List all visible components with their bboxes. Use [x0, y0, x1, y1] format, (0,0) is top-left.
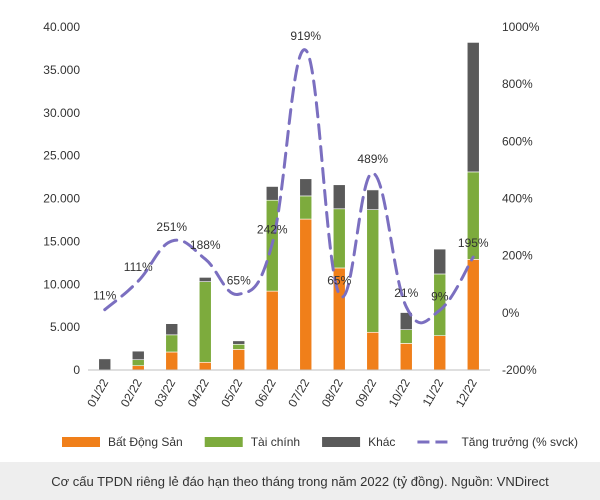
growth-data-label: 919%: [290, 29, 321, 43]
y-right-tick-label: 200%: [502, 249, 533, 263]
y-left-tick-label: 35.000: [43, 63, 80, 77]
legend-label: Khác: [368, 435, 395, 449]
y-right-tick-label: -200%: [502, 363, 537, 377]
y-right-tick-label: 1000%: [502, 20, 540, 34]
bar-segment: [198, 277, 212, 282]
bar-segment: [165, 334, 179, 353]
growth-data-label: 21%: [394, 286, 418, 300]
y-right-tick-label: 800%: [502, 77, 533, 91]
y-left-tick-label: 25.000: [43, 149, 80, 163]
growth-data-label: 242%: [257, 223, 288, 237]
bar-segment: [165, 351, 179, 371]
x-tick-label: 06/22: [252, 376, 279, 409]
bar-segment: [98, 358, 112, 371]
bar-segment: [433, 248, 447, 275]
bar-segment: [299, 195, 313, 220]
x-tick-label: 09/22: [352, 376, 379, 409]
bar-segment: [366, 209, 380, 333]
legend-label: Tài chính: [251, 435, 300, 449]
y-right-tick-label: 600%: [502, 134, 533, 148]
x-tick-label: 04/22: [185, 376, 212, 409]
bar-segment: [265, 290, 279, 371]
x-tick-label: 07/22: [285, 376, 312, 409]
y-right-tick-label: 0%: [502, 306, 520, 320]
y-left-tick-label: 0: [73, 363, 80, 377]
y-right-tick-label: 400%: [502, 192, 533, 206]
x-tick-label: 12/22: [453, 376, 480, 409]
y-left-tick-label: 40.000: [43, 20, 80, 34]
y-left-tick-label: 20.000: [43, 192, 80, 206]
x-tick-label: 05/22: [218, 376, 245, 409]
stacked-bar-chart: 0 5.000 10.000 15.000 20.000 25.000 30.000 35.0…: [43, 20, 578, 449]
bar-segment: [366, 331, 380, 371]
legend-swatch: [322, 437, 361, 447]
bar-segment: [332, 184, 346, 210]
growth-data-label: 65%: [327, 273, 351, 287]
y-left-tick-label: 5.000: [50, 320, 80, 334]
bar-segment: [131, 359, 145, 367]
x-tick-label: 08/22: [319, 376, 346, 409]
bar-segment: [131, 365, 145, 371]
bar-segment: [198, 361, 212, 371]
bar-segment: [466, 42, 480, 173]
bar-segment: [265, 186, 279, 201]
x-tick-label: 11/22: [420, 376, 447, 409]
growth-data-label: 489%: [357, 152, 388, 166]
chart-caption: Cơ cấu TPDN riêng lẻ đáo hạn theo tháng …: [51, 473, 549, 489]
bar-segment: [332, 208, 346, 269]
y-left-tick-label: 10.000: [43, 277, 80, 291]
legend-swatch: [62, 437, 100, 447]
growth-data-label: 195%: [458, 236, 489, 250]
x-tick-label: 01/22: [84, 376, 111, 409]
growth-data-label: 251%: [156, 220, 187, 234]
y-left-tick-label: 15.000: [43, 234, 80, 248]
x-tick-label: 10/22: [386, 376, 413, 409]
bar-segment: [299, 178, 313, 197]
growth-data-label: 188%: [190, 238, 221, 252]
bar-segment: [399, 312, 413, 330]
bar-segment: [399, 343, 413, 371]
bar-segment: [433, 335, 447, 371]
bar-segment: [466, 259, 480, 371]
growth-data-label: 65%: [227, 273, 251, 287]
legend-label: Bất Động Sản: [108, 435, 183, 449]
bar-segment: [131, 350, 145, 361]
bar-segment: [232, 340, 246, 345]
bar-segment: [366, 189, 380, 210]
bar-segment: [399, 329, 413, 344]
x-tick-label: 02/22: [118, 376, 145, 409]
caption-bar: Cơ cấu TPDN riêng lẻ đáo hạn theo tháng …: [0, 462, 600, 500]
x-tick-label: 03/22: [151, 376, 178, 409]
bar-segment: [232, 343, 246, 350]
bar-segment: [299, 218, 313, 371]
y-left-tick-label: 30.000: [43, 106, 80, 120]
legend-label: Tăng trưởng (% svck): [461, 435, 578, 449]
legend-swatch: [204, 437, 243, 447]
growth-data-label: 9%: [431, 289, 449, 303]
bar-segment: [198, 281, 212, 363]
chart-area: 0 5.000 10.000 15.000 20.000 25.000 30.000 35.0…: [43, 20, 578, 449]
growth-data-label: 111%: [124, 260, 153, 274]
bar-segment: [232, 349, 246, 371]
growth-line: [103, 48, 475, 325]
growth-data-label: 11%: [93, 289, 116, 303]
bar-segment: [165, 323, 179, 336]
